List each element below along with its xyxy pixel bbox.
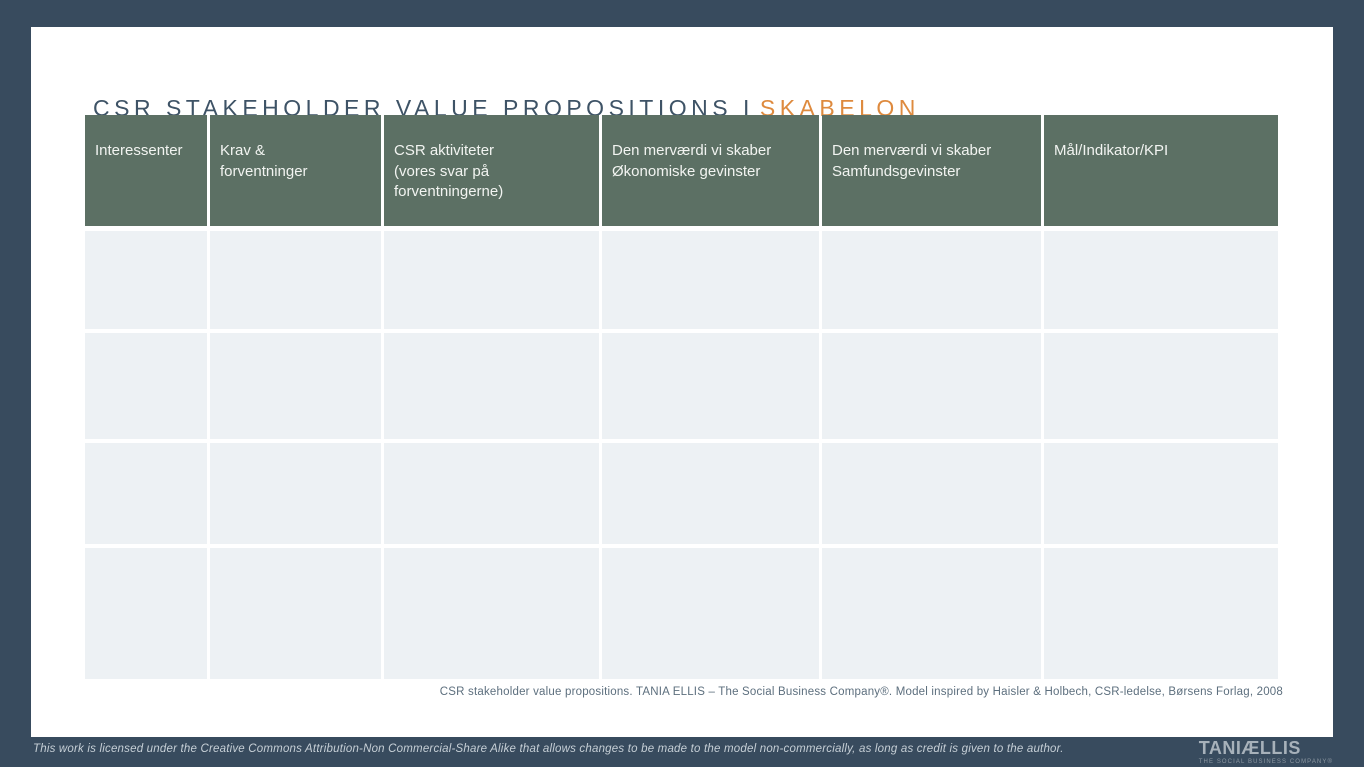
table-cell xyxy=(1044,231,1278,329)
table-cell xyxy=(822,443,1041,544)
table-cell xyxy=(384,443,599,544)
table-cell xyxy=(822,333,1041,439)
column-header-krav-forventninger: Krav & forventninger xyxy=(210,115,381,226)
license-text: This work is licensed under the Creative… xyxy=(33,743,1064,755)
table-cell xyxy=(822,548,1041,679)
logo-brand-text: TANIÆLLIS xyxy=(1198,738,1301,758)
tania-ellis-logo: TANIÆLLIS THE SOCIAL BUSINESS COMPANY® xyxy=(1199,739,1333,765)
column-header-okonomiske-gevinster: Den merværdi vi skaber Økonomiske gevins… xyxy=(602,115,819,226)
column-header-samfundsgevinster: Den merværdi vi skaber Samfundsgevinster xyxy=(822,115,1041,226)
table-header-row: Interessenter Krav & forventninger CSR a… xyxy=(85,115,1278,226)
table-cell xyxy=(602,333,819,439)
table-cell xyxy=(85,231,207,329)
table-cell xyxy=(85,443,207,544)
table-cell xyxy=(85,548,207,679)
table-cell xyxy=(210,231,381,329)
column-header-csr-aktiviteter: CSR aktiviteter (vores svar på forventni… xyxy=(384,115,599,226)
table-cell xyxy=(602,548,819,679)
table-cell xyxy=(1044,333,1278,439)
table-cell xyxy=(822,231,1041,329)
source-caption: CSR stakeholder value propositions. TANI… xyxy=(439,686,1283,698)
table-cell xyxy=(210,443,381,544)
table-cell xyxy=(85,333,207,439)
stakeholder-table: Interessenter Krav & forventninger CSR a… xyxy=(85,115,1278,679)
slide-card: CSR STAKEHOLDER VALUE PROPOSITIONS I SKAB… xyxy=(31,27,1333,737)
table-row xyxy=(85,443,1278,544)
table-cell xyxy=(210,548,381,679)
table-cell xyxy=(1044,443,1278,544)
table-cell xyxy=(602,231,819,329)
table-cell xyxy=(1044,548,1278,679)
table-row xyxy=(85,231,1278,329)
column-header-maal-indikator-kpi: Mål/Indikator/KPI xyxy=(1044,115,1278,226)
table-cell xyxy=(384,548,599,679)
table-cell xyxy=(384,333,599,439)
logo-tagline-text: THE SOCIAL BUSINESS COMPANY® xyxy=(1198,759,1333,765)
table-cell xyxy=(384,231,599,329)
table-row xyxy=(85,548,1278,679)
table-row xyxy=(85,333,1278,439)
column-header-interessenter: Interessenter xyxy=(85,115,207,226)
table-cell xyxy=(210,333,381,439)
table-cell xyxy=(602,443,819,544)
